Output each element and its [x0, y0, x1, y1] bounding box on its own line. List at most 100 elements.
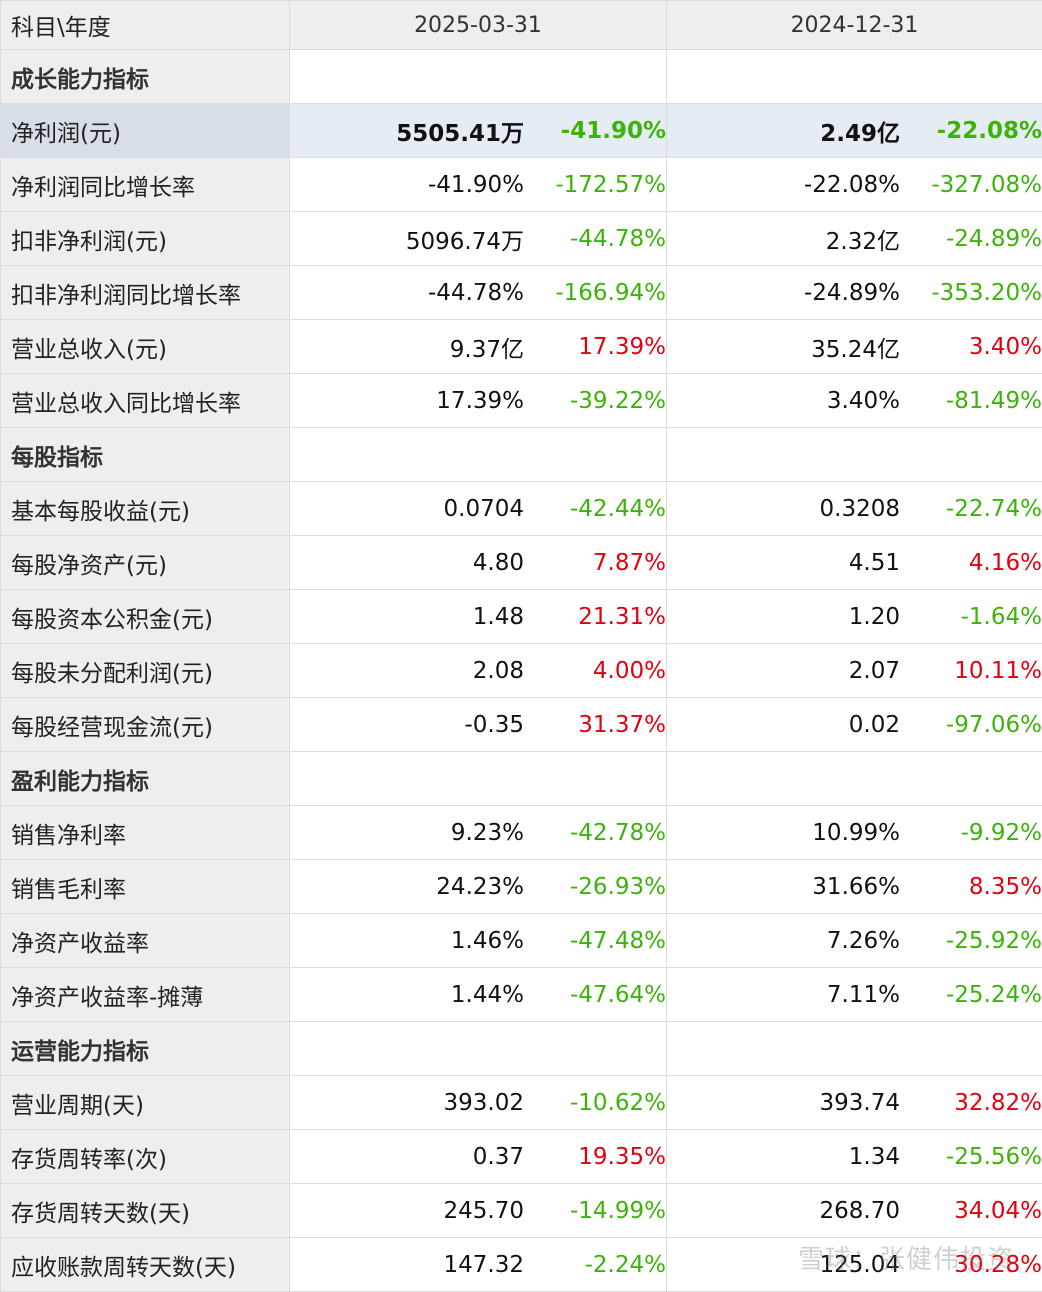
table-row: 扣非净利润(元)5096.74万-44.78%2.32亿-24.89%	[1, 212, 1042, 266]
period-1-change: -166.94%	[524, 280, 666, 306]
period-2-change: 3.40%	[900, 334, 1042, 360]
period-1-change: 4.00%	[524, 658, 666, 684]
period-2-change: -22.08%	[900, 118, 1042, 144]
period-1-change: -44.78%	[524, 226, 666, 252]
period-1-change: -39.22%	[524, 388, 666, 414]
header-year-1[interactable]: 2025-03-31	[290, 1, 667, 50]
period-2-value: 393.74	[712, 1090, 900, 1116]
period-2-cell: 0.02-97.06%	[667, 698, 1042, 752]
period-1-value: 0.0704	[336, 496, 524, 522]
period-1-cell: -44.78%-166.94%	[290, 266, 667, 320]
period-1-change: -47.48%	[524, 928, 666, 954]
section-blank	[667, 1022, 1042, 1076]
header-year-2[interactable]: 2024-12-31	[667, 1, 1042, 50]
period-2-change: -25.24%	[900, 982, 1042, 1008]
period-1-value: 17.39%	[336, 388, 524, 414]
period-1-value: 1.44%	[336, 982, 524, 1008]
period-2-value: 268.70	[712, 1198, 900, 1224]
period-2-cell: 1.34-25.56%	[667, 1130, 1042, 1184]
period-1-cell: 0.0704-42.44%	[290, 482, 667, 536]
period-2-value: 3.40%	[712, 388, 900, 414]
period-2-cell: -22.08%-327.08%	[667, 158, 1042, 212]
table-row: 净资产收益率-摊薄 1.44%-47.64%7.11%-25.24%	[1, 968, 1042, 1022]
period-2-value: 0.02	[712, 712, 900, 738]
period-2-value: 35.24亿	[712, 330, 900, 364]
row-label: 存货周转天数(天)	[1, 1184, 290, 1238]
row-label: 营业总收入同比增长率	[1, 374, 290, 428]
period-2-cell: 3.40%-81.49%	[667, 374, 1042, 428]
period-2-cell: 7.11%-25.24%	[667, 968, 1042, 1022]
period-1-value: 1.46%	[336, 928, 524, 954]
period-1-cell: 5096.74万-44.78%	[290, 212, 667, 266]
section-row: 运营能力指标	[1, 1022, 1042, 1076]
section-blank	[667, 428, 1042, 482]
period-2-cell: 7.26%-25.92%	[667, 914, 1042, 968]
period-2-value: 1.20	[712, 604, 900, 630]
period-2-value: 0.3208	[712, 496, 900, 522]
period-1-change: -172.57%	[524, 172, 666, 198]
period-2-value: -24.89%	[712, 280, 900, 306]
period-1-change: -41.90%	[524, 118, 666, 144]
period-1-value: -44.78%	[336, 280, 524, 306]
period-1-value: 147.32	[336, 1252, 524, 1278]
period-2-value: 2.49亿	[712, 114, 900, 148]
row-label: 每股经营现金流(元)	[1, 698, 290, 752]
period-1-cell: 17.39%-39.22%	[290, 374, 667, 428]
section-row: 盈利能力指标	[1, 752, 1042, 806]
row-label: 净资产收益率-摊薄	[1, 968, 290, 1022]
period-1-cell: 1.46%-47.48%	[290, 914, 667, 968]
row-label: 净利润同比增长率	[1, 158, 290, 212]
row-label: 净资产收益率	[1, 914, 290, 968]
row-label: 每股资本公积金(元)	[1, 590, 290, 644]
period-1-change: -42.44%	[524, 496, 666, 522]
period-2-change: -25.92%	[900, 928, 1042, 954]
period-2-change: 8.35%	[900, 874, 1042, 900]
period-1-change: -42.78%	[524, 820, 666, 846]
period-2-change: -327.08%	[900, 172, 1042, 198]
period-2-cell: 1.20-1.64%	[667, 590, 1042, 644]
section-title: 盈利能力指标	[1, 752, 290, 806]
period-2-cell: 10.99%-9.92%	[667, 806, 1042, 860]
header-label: 科目\年度	[1, 1, 290, 50]
period-2-change: -24.89%	[900, 226, 1042, 252]
period-2-change: 4.16%	[900, 550, 1042, 576]
period-1-value: 5096.74万	[336, 222, 524, 256]
section-title: 运营能力指标	[1, 1022, 290, 1076]
period-1-value: 24.23%	[336, 874, 524, 900]
table-row: 扣非净利润同比增长率-44.78%-166.94%-24.89%-353.20%	[1, 266, 1042, 320]
period-1-change: -47.64%	[524, 982, 666, 1008]
period-1-value: 1.48	[336, 604, 524, 630]
row-label: 销售净利率	[1, 806, 290, 860]
period-1-cell: 9.23%-42.78%	[290, 806, 667, 860]
row-label: 存货周转率(次)	[1, 1130, 290, 1184]
table-header-row: 科目\年度 2025-03-31 2024-12-31	[1, 1, 1042, 50]
section-blank	[290, 752, 667, 806]
table-row: 净利润(元)5505.41万-41.90%2.49亿-22.08%	[1, 104, 1042, 158]
period-1-value: 9.23%	[336, 820, 524, 846]
period-1-value: -0.35	[336, 712, 524, 738]
period-2-value: 4.51	[712, 550, 900, 576]
period-2-change: 34.04%	[900, 1198, 1042, 1224]
period-2-change: -353.20%	[900, 280, 1042, 306]
period-1-change: -26.93%	[524, 874, 666, 900]
period-1-value: 5505.41万	[336, 114, 524, 148]
period-2-value: 2.32亿	[712, 222, 900, 256]
section-blank	[667, 50, 1042, 104]
